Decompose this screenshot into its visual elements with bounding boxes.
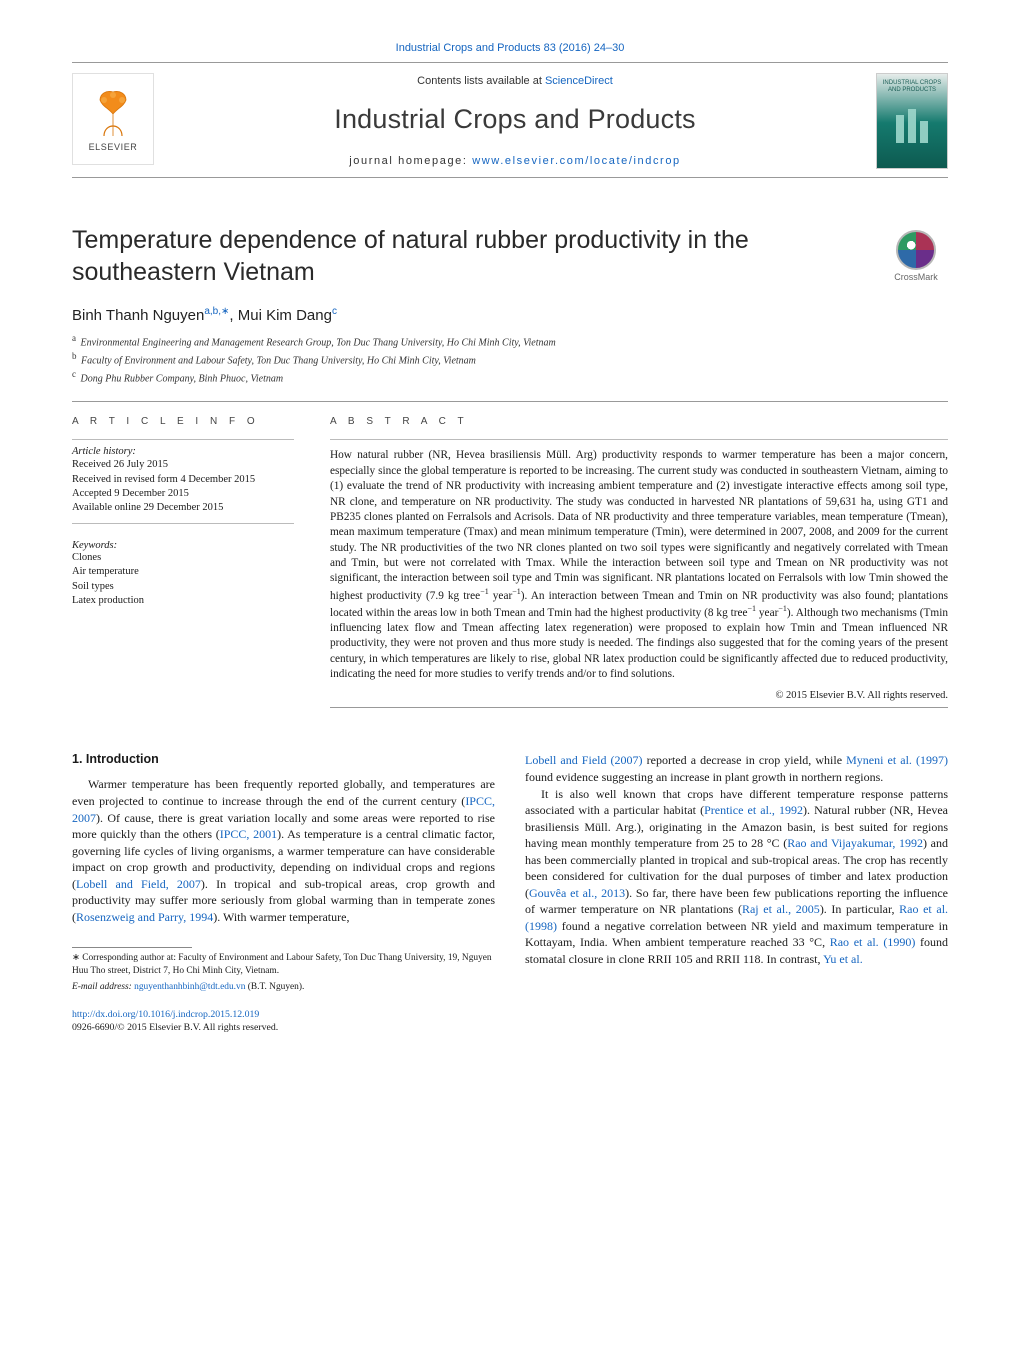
aff-text-c: Dong Phu Rubber Company, Binh Phuoc, Vie… — [81, 373, 284, 384]
elsevier-tree-icon — [90, 86, 136, 138]
intro-heading: 1. Introduction — [72, 752, 495, 766]
c2p0b: found evidence suggesting an increase in… — [525, 770, 883, 784]
info-rule — [72, 439, 294, 440]
email-note: E-mail address: nguyenthanhbinh@tdt.edu.… — [72, 981, 495, 993]
homepage-prefix: journal homepage: — [349, 155, 472, 167]
masthead-center: Contents lists available at ScienceDirec… — [166, 73, 864, 169]
abstract-column: A B S T R A C T How natural rubber (NR, … — [330, 416, 948, 708]
abs-exp2b: −1 — [778, 604, 787, 613]
abstract-heading: A B S T R A C T — [330, 416, 948, 427]
email-label: E-mail address: — [72, 982, 134, 992]
c1p1a: Warmer temperature has been frequently r… — [72, 777, 495, 808]
authors-line: Binh Thanh Nguyena,b,∗, Mui Kim Dangc — [72, 306, 948, 324]
sciencedirect-link[interactable]: ScienceDirect — [545, 75, 613, 87]
abstract-rule — [330, 439, 948, 440]
author-1: Binh Thanh Nguyen — [72, 307, 204, 324]
elsevier-logo: ELSEVIER — [72, 73, 154, 165]
c2p0a: reported a decrease in crop yield, while — [643, 753, 847, 767]
corresponding-author-note: ∗ Corresponding author at: Faculty of En… — [72, 952, 495, 976]
ref-prentice-1992[interactable]: Prentice et al., 1992 — [704, 803, 803, 817]
keyword-4: Latex production — [72, 594, 294, 608]
keyword-3: Soil types — [72, 580, 294, 594]
journal-homepage-line: journal homepage: www.elsevier.com/locat… — [349, 155, 681, 167]
keyword-2: Air temperature — [72, 565, 294, 579]
journal-cover-art-icon — [890, 103, 934, 147]
body-col-left: 1. Introduction Warmer temperature has b… — [72, 752, 495, 1034]
affiliation-a: a Environmental Engineering and Manageme… — [72, 332, 948, 350]
abs-mid1: year — [489, 589, 513, 601]
abs-exp1b: −1 — [512, 587, 521, 596]
meta-rule — [72, 401, 948, 402]
intro-para-1: Warmer temperature has been frequently r… — [72, 776, 495, 925]
info-rule-2 — [72, 523, 294, 524]
ref-lobell-2007b[interactable]: Lobell and Field (2007) — [525, 753, 643, 767]
history-received: Received 26 July 2015 — [72, 458, 294, 472]
corr-email-link[interactable]: nguyenthanhbinh@tdt.edu.vn — [134, 982, 245, 992]
ref-yu[interactable]: Yu et al. — [823, 952, 863, 966]
crossmark-icon — [896, 230, 936, 270]
body-columns: 1. Introduction Warmer temperature has b… — [72, 752, 948, 1034]
affiliation-c: c Dong Phu Rubber Company, Binh Phuoc, V… — [72, 368, 948, 386]
aff-text-a: Environmental Engineering and Management… — [81, 337, 556, 348]
author-2-sup: c — [332, 306, 337, 317]
issn-line: 0926-6690/© 2015 Elsevier B.V. All right… — [72, 1022, 495, 1035]
ref-gouvea-2013[interactable]: Gouvêa et al., 2013 — [529, 886, 625, 900]
col2-continuation: Lobell and Field (2007) reported a decre… — [525, 752, 948, 785]
keywords-label: Keywords: — [72, 540, 294, 551]
abstract-text: How natural rubber (NR, Hevea brasiliens… — [330, 448, 948, 682]
email-owner: (B.T. Nguyen). — [245, 982, 304, 992]
running-head: Industrial Crops and Products 83 (2016) … — [72, 42, 948, 54]
contents-prefix: Contents lists available at — [417, 75, 545, 87]
ref-rosenzweig-1994[interactable]: Rosenzweig and Parry, 1994 — [76, 910, 213, 924]
abs-mid2: year — [756, 607, 778, 619]
corr-text: Corresponding author at: Faculty of Envi… — [72, 953, 492, 975]
post-abstract-rule — [330, 707, 948, 708]
abstract-copyright: © 2015 Elsevier B.V. All rights reserved… — [330, 690, 948, 701]
body-col-right: Lobell and Field (2007) reported a decre… — [525, 752, 948, 1034]
history-label: Article history: — [72, 446, 294, 457]
abs-exp2a: −1 — [748, 604, 757, 613]
footer-block: http://dx.doi.org/10.1016/j.indcrop.2015… — [72, 1009, 495, 1034]
doi-link[interactable]: http://dx.doi.org/10.1016/j.indcrop.2015… — [72, 1009, 259, 1020]
ref-myneni-1997[interactable]: Myneni et al. (1997) — [846, 753, 948, 767]
aff-text-b: Faculty of Environment and Labour Safety… — [81, 355, 476, 366]
journal-cover-title: INDUSTRIAL CROPS AND PRODUCTS — [877, 80, 947, 93]
author-2: Mui Kim Dang — [238, 307, 332, 324]
affiliation-b: b Faculty of Environment and Labour Safe… — [72, 350, 948, 368]
history-accepted: Accepted 9 December 2015 — [72, 487, 294, 501]
history-online: Available online 29 December 2015 — [72, 501, 294, 515]
journal-cover-thumb: INDUSTRIAL CROPS AND PRODUCTS — [876, 73, 948, 169]
abs-p1: How natural rubber (NR, Hevea brasiliens… — [330, 449, 948, 601]
article-info-column: A R T I C L E I N F O Article history: R… — [72, 416, 294, 708]
ref-raj-2005[interactable]: Raj et al., 2005 — [742, 902, 820, 916]
author-1-sup: a,b,∗ — [204, 306, 229, 317]
article-info-heading: A R T I C L E I N F O — [72, 416, 294, 427]
article-title: Temperature dependence of natural rubber… — [72, 224, 864, 288]
corr-marker: ∗ — [72, 953, 80, 963]
elsevier-wordmark: ELSEVIER — [89, 142, 138, 152]
ref-rao-1992[interactable]: Rao and Vijayakumar, 1992 — [787, 836, 923, 850]
keyword-1: Clones — [72, 551, 294, 565]
ref-lobell-2007[interactable]: Lobell and Field, 2007 — [76, 877, 201, 891]
author-sep: , — [229, 307, 237, 324]
affiliations: a Environmental Engineering and Manageme… — [72, 332, 948, 385]
crossmark-label: CrossMark — [894, 272, 938, 282]
ref-rao-1990[interactable]: Rao et al. (1990) — [830, 935, 916, 949]
journal-title: Industrial Crops and Products — [334, 104, 695, 135]
history-revised: Received in revised form 4 December 2015 — [72, 473, 294, 487]
masthead: ELSEVIER Contents lists available at Sci… — [72, 63, 948, 178]
col2-para-2: It is also well known that crops have di… — [525, 786, 948, 968]
journal-homepage-link[interactable]: www.elsevier.com/locate/indcrop — [472, 155, 681, 167]
ref-ipcc-2001[interactable]: IPCC, 2001 — [220, 827, 277, 841]
aff-sup-c: c — [72, 369, 76, 379]
abs-exp1a: −1 — [480, 587, 489, 596]
aff-sup-b: b — [72, 351, 77, 361]
c2p1e: ). In particular, — [820, 902, 899, 916]
contents-available-line: Contents lists available at ScienceDirec… — [417, 75, 613, 87]
crossmark-badge[interactable]: CrossMark — [884, 230, 948, 282]
footnote-rule — [72, 947, 192, 948]
c1p1e: ). With warmer temperature, — [213, 910, 349, 924]
aff-sup-a: a — [72, 333, 76, 343]
